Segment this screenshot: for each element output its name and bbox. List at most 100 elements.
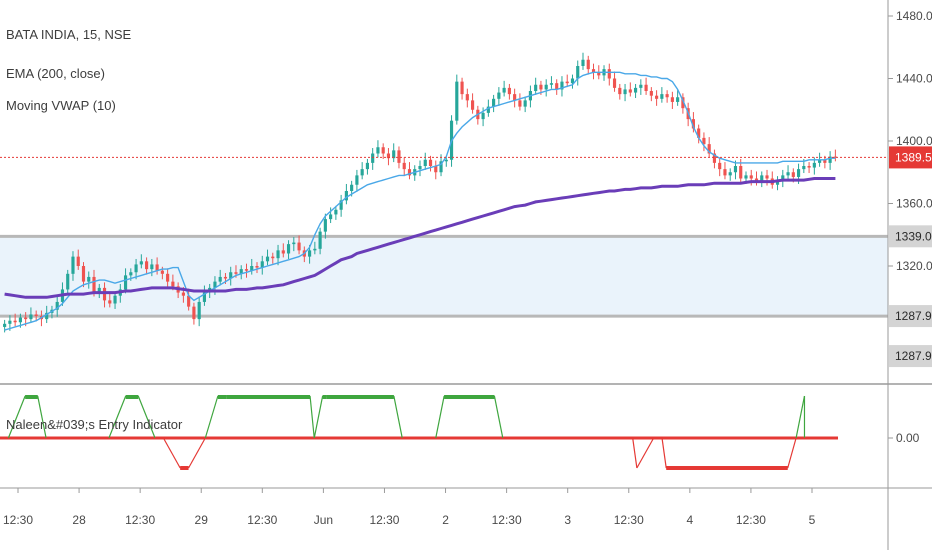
time-tick-label: 12:30 (3, 513, 33, 527)
candle-body (681, 97, 685, 109)
price-tick-label: 1440.00 (896, 72, 932, 86)
candle-body (723, 169, 727, 176)
candle-body (639, 84, 643, 88)
candle-body (697, 128, 701, 138)
candle-body (255, 266, 259, 268)
candle-body (113, 295, 117, 304)
price-tick-label: 1480.00 (896, 9, 932, 23)
candle-body (823, 159, 827, 163)
indicator-segment (435, 395, 445, 439)
time-tick-label: 2 (442, 513, 449, 527)
candle-body (828, 156, 832, 163)
candle-body (586, 59, 590, 70)
candle-body (223, 276, 228, 279)
indicator-segment (313, 395, 324, 439)
price-axis[interactable]: 1480.00 1440.00 1400.00 1360.00 1320.00 1389.… (888, 9, 932, 368)
indicator-segment (787, 437, 797, 469)
price-tick-label: 1360.00 (896, 197, 932, 211)
candle-body (181, 292, 185, 296)
candle-body (250, 266, 254, 271)
candle-body (486, 106, 490, 113)
candle-body (123, 275, 128, 290)
indicator-segment (493, 395, 504, 439)
time-tick-label: Jun (314, 513, 333, 527)
candle-body (229, 272, 233, 279)
candle-body (623, 89, 627, 95)
candle-body (591, 69, 596, 73)
candle-body (633, 87, 638, 93)
candle-body (570, 78, 575, 84)
candle-body (334, 209, 338, 215)
candle-body (576, 66, 580, 79)
candle-body (260, 261, 264, 268)
indicator-segment (661, 437, 667, 469)
candle-body (597, 72, 601, 76)
indicator-high-band (326, 395, 394, 399)
time-tick-label: 5 (809, 513, 816, 527)
candle-body (339, 200, 343, 210)
candle-body (760, 175, 764, 182)
time-tick-label: 12:30 (492, 513, 522, 527)
indicator-high-band (125, 395, 139, 399)
candle-body (481, 112, 485, 120)
time-tick-label: 28 (72, 513, 86, 527)
time-tick-label: 12:30 (247, 513, 277, 527)
candle-body (134, 264, 138, 273)
candle-body (670, 97, 674, 102)
indicator-high-band (322, 395, 327, 399)
candle-body (444, 159, 448, 162)
price-tag (889, 305, 932, 328)
indicator-high-band (25, 395, 38, 399)
indicator-segment (37, 395, 47, 439)
candle-body (565, 81, 569, 84)
candle-body (812, 162, 816, 168)
main-pane[interactable] (0, 0, 888, 384)
candle-body (24, 317, 28, 320)
price-tick-label: 1320.00 (896, 259, 932, 273)
candle-body (34, 314, 38, 316)
candle-body (308, 250, 312, 257)
candle-body (549, 83, 554, 85)
candle-body (386, 153, 391, 159)
candle-body (18, 317, 22, 323)
candle-body (197, 301, 201, 320)
candle-body (271, 256, 275, 259)
candle-body (765, 175, 769, 179)
candle-body (213, 281, 217, 288)
candle-body (171, 281, 175, 287)
candle-body (371, 153, 375, 163)
candle-body (754, 178, 759, 182)
indicator-segment (108, 395, 127, 439)
candle-body (344, 191, 348, 201)
candle-body (297, 242, 301, 251)
price-tag-label: 1389.50 (895, 150, 932, 164)
indicator-pane: 0.00 (0, 395, 920, 470)
candle-body (665, 94, 669, 98)
candle-body (3, 323, 7, 327)
indicator-segment (393, 395, 403, 439)
candle-body (160, 270, 164, 274)
indicator-segment (7, 395, 26, 439)
candle-body (76, 256, 80, 266)
candle-body (381, 147, 385, 154)
candle-body (691, 119, 695, 129)
candle-body (29, 314, 33, 320)
candle-body (781, 175, 785, 181)
time-axis[interactable]: 12:30 28 12:30 29 12:30 Jun 12:30 2 12:30 3 12:30 4… (3, 488, 816, 527)
vwap-legend[interactable]: Moving VWAP (10) (6, 98, 116, 113)
candle-body (55, 301, 59, 310)
ema-legend[interactable]: EMA (200, close) (6, 66, 105, 81)
candle-body (492, 98, 496, 107)
indicator-high-band (444, 395, 495, 399)
candle-body (81, 266, 86, 282)
candle-body (702, 137, 706, 145)
indicator-tick-label: 0.00 (896, 431, 920, 445)
indicator-legend[interactable]: Naleen&#039;s Entry Indicator (6, 417, 183, 432)
time-tick-label: 4 (687, 513, 694, 527)
candle-body (502, 87, 506, 93)
candle-body (649, 91, 653, 96)
candle-body (150, 264, 154, 270)
candle-body (145, 261, 149, 270)
